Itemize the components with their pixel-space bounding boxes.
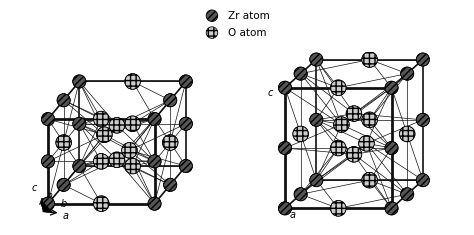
Circle shape xyxy=(401,188,414,201)
Legend: Zr atom, O atom: Zr atom, O atom xyxy=(200,5,274,43)
Circle shape xyxy=(294,67,307,80)
Circle shape xyxy=(293,126,309,142)
Circle shape xyxy=(93,111,109,127)
Circle shape xyxy=(125,74,140,89)
Circle shape xyxy=(278,202,292,215)
Text: c: c xyxy=(31,183,36,193)
Circle shape xyxy=(73,75,86,88)
Circle shape xyxy=(41,197,55,210)
Circle shape xyxy=(416,113,429,126)
Text: a: a xyxy=(290,210,296,220)
Circle shape xyxy=(125,116,140,132)
Circle shape xyxy=(346,106,362,121)
Circle shape xyxy=(359,136,374,151)
Circle shape xyxy=(41,155,55,168)
Circle shape xyxy=(362,52,377,67)
Circle shape xyxy=(416,53,429,66)
Circle shape xyxy=(41,113,55,126)
Circle shape xyxy=(109,152,125,168)
Text: β: β xyxy=(47,193,52,202)
Circle shape xyxy=(179,117,192,130)
Circle shape xyxy=(278,81,292,94)
Circle shape xyxy=(164,178,177,192)
Circle shape xyxy=(362,172,377,188)
Circle shape xyxy=(334,117,349,132)
Text: c: c xyxy=(268,88,273,98)
Circle shape xyxy=(73,160,86,173)
Text: b: b xyxy=(61,199,67,209)
Circle shape xyxy=(310,174,323,187)
Text: a: a xyxy=(62,211,68,221)
Polygon shape xyxy=(42,201,52,212)
Circle shape xyxy=(57,94,70,107)
Circle shape xyxy=(125,158,140,174)
Circle shape xyxy=(385,141,398,155)
Circle shape xyxy=(278,141,292,155)
Circle shape xyxy=(57,178,70,192)
Circle shape xyxy=(400,126,415,142)
Circle shape xyxy=(93,196,109,212)
Circle shape xyxy=(362,112,377,128)
Circle shape xyxy=(310,53,323,66)
Circle shape xyxy=(330,80,346,96)
Circle shape xyxy=(385,81,398,94)
Circle shape xyxy=(163,135,178,150)
Circle shape xyxy=(148,197,161,210)
Circle shape xyxy=(148,113,161,126)
Circle shape xyxy=(56,135,72,150)
Circle shape xyxy=(122,143,137,158)
Circle shape xyxy=(179,160,192,173)
Circle shape xyxy=(330,140,346,156)
Circle shape xyxy=(385,202,398,215)
Circle shape xyxy=(73,117,86,130)
Circle shape xyxy=(310,113,323,126)
Circle shape xyxy=(416,174,429,187)
Circle shape xyxy=(109,118,125,133)
Circle shape xyxy=(148,155,161,168)
Circle shape xyxy=(346,146,362,162)
Circle shape xyxy=(164,94,177,107)
Circle shape xyxy=(294,188,307,201)
Circle shape xyxy=(401,67,414,80)
Circle shape xyxy=(93,153,109,169)
Circle shape xyxy=(179,75,192,88)
Circle shape xyxy=(330,200,346,216)
Circle shape xyxy=(97,127,112,143)
